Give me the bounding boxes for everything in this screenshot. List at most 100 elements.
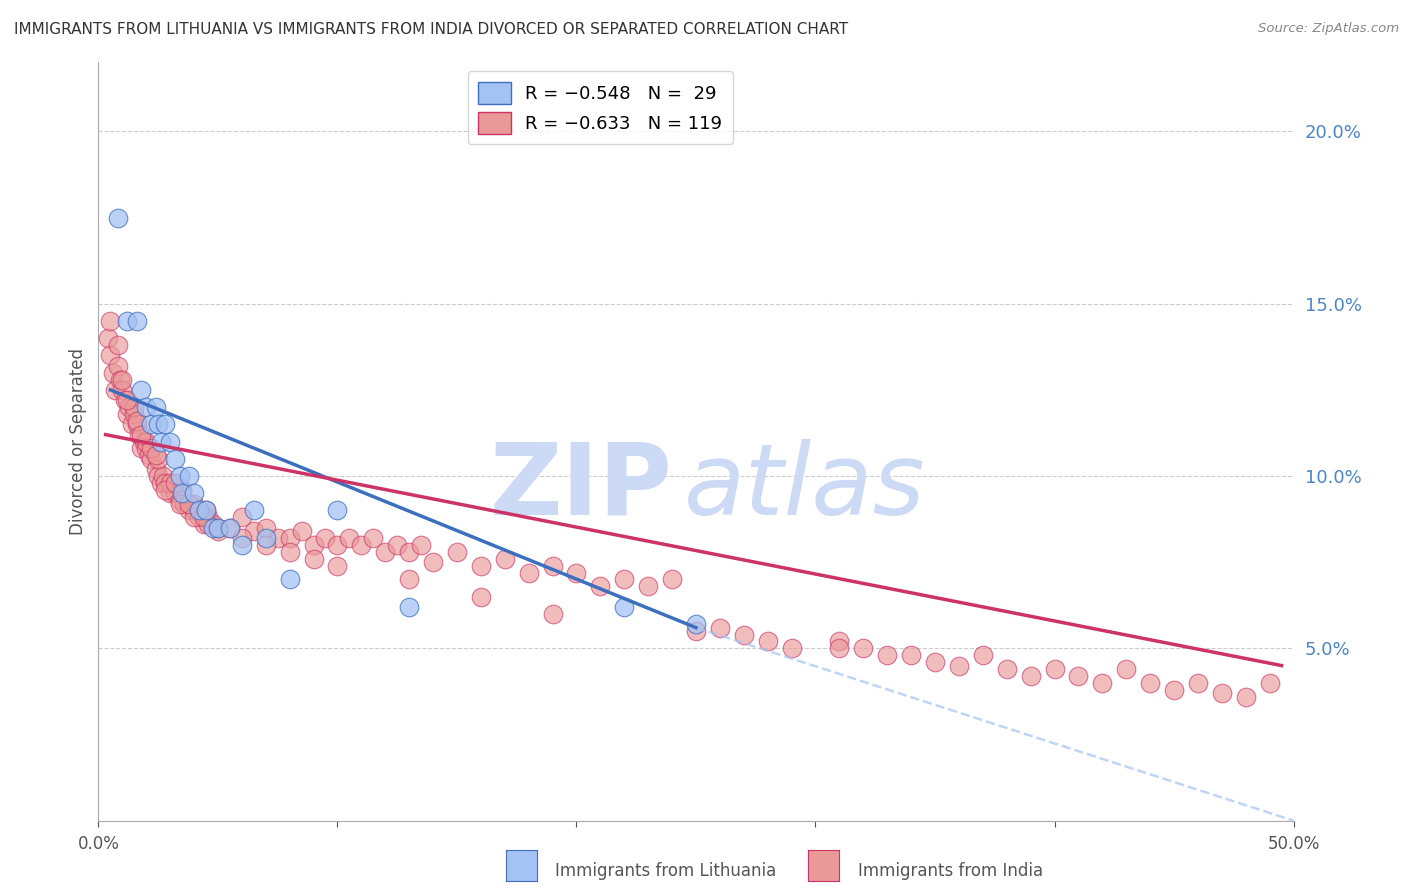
Point [219,521,242,535]
Point [125,414,148,428]
Point [1258,675,1281,690]
Point [207,521,229,535]
Point [685,617,707,632]
Point [374,545,396,559]
Point [202,521,225,535]
Point [115,314,138,328]
Point [111,372,134,386]
Point [155,417,177,432]
Point [104,383,127,397]
Point [254,538,277,552]
Point [179,503,201,517]
Point [148,451,170,466]
Point [121,417,143,432]
Point [193,510,215,524]
Point [179,469,201,483]
Point [398,573,420,587]
Point [267,531,290,545]
Point [148,417,170,432]
Point [139,417,162,432]
Point [135,442,157,456]
Point [972,648,994,663]
Point [422,555,444,569]
Point [118,400,141,414]
Point [179,497,201,511]
Point [613,573,636,587]
Point [398,545,420,559]
Point [115,393,138,408]
Point [291,524,314,538]
Point [183,503,205,517]
Point [1163,682,1185,697]
Point [948,658,970,673]
Point [924,655,946,669]
Point [1234,690,1257,704]
Point [197,510,219,524]
Point [169,493,191,508]
Point [159,475,181,490]
Point [339,531,361,545]
Point [254,531,277,545]
Point [115,407,138,421]
Point [163,475,186,490]
Point [131,383,153,397]
Point [565,566,588,580]
Point [163,486,186,500]
Point [149,434,172,449]
Point [195,503,218,517]
Point [138,448,160,462]
Point [302,538,325,552]
Point [159,486,181,500]
Point [231,531,253,545]
Point [139,451,162,466]
Point [1187,675,1209,690]
Point [111,383,134,397]
Point [709,621,731,635]
Point [207,524,229,538]
Point [98,348,122,362]
Point [756,634,779,648]
Point [1115,662,1137,676]
Point [139,442,162,456]
Point [326,538,349,552]
Point [172,483,194,497]
Point [613,599,636,614]
Point [155,475,177,490]
Point [152,469,174,483]
Point [145,448,167,462]
Point [302,551,325,566]
Point [278,531,301,545]
Point [254,521,277,535]
Point [828,634,851,648]
Point [172,486,194,500]
Legend: R = −0.548   N =  29, R = −0.633   N = 119: R = −0.548 N = 29, R = −0.633 N = 119 [468,71,733,145]
Point [1139,675,1161,690]
Point [470,558,492,573]
Point [108,372,131,386]
Point [163,451,186,466]
Point [183,510,205,524]
Point [326,503,349,517]
Point [197,517,219,532]
Point [661,573,683,587]
Point [995,662,1018,676]
Point [207,521,229,535]
Point [326,558,349,573]
Point [494,551,516,566]
Point [135,434,157,449]
Point [169,497,191,511]
Point [101,366,124,380]
Point [98,314,122,328]
Text: ZIP: ZIP [489,439,672,535]
Point [780,641,803,656]
Point [149,475,172,490]
Point [398,599,420,614]
Point [125,417,148,432]
Point [97,331,120,345]
Point [637,579,659,593]
Point [278,545,301,559]
Point [685,624,707,639]
Point [132,434,155,449]
Point [183,497,205,511]
Point [876,648,898,663]
